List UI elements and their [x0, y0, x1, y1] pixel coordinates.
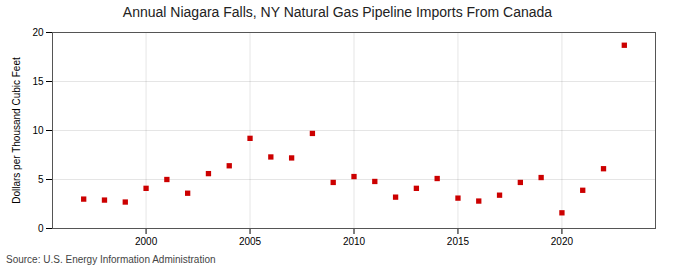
- svg-text:0: 0: [38, 223, 44, 234]
- svg-text:20: 20: [32, 27, 44, 38]
- svg-text:2000: 2000: [135, 236, 158, 247]
- html-text:Annual Niagara Falls, NY Natur: Annual Niagara Falls, NY Natural Gas Pip…: [122, 4, 553, 20]
- svg-text:2015: 2015: [447, 236, 470, 247]
- html-text:Source: U.S. Energy Informatio: Source: U.S. Energy Information Administ…: [6, 254, 216, 265]
- svg-text:2005: 2005: [239, 236, 262, 247]
- svg-text:Dollars per Thousand Cubic Fee: Dollars per Thousand Cubic Feet: [11, 57, 22, 204]
- svg-text:2010: 2010: [343, 236, 366, 247]
- svg-text:10: 10: [32, 125, 44, 136]
- svg-text:2020: 2020: [551, 236, 574, 247]
- svg-text:5: 5: [38, 174, 44, 185]
- svg-text:15: 15: [32, 76, 44, 87]
